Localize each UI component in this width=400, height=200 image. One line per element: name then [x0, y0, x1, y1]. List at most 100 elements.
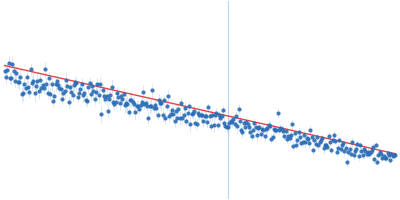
Point — [139, 100, 145, 103]
Point — [173, 109, 179, 113]
Point — [268, 137, 274, 140]
Point — [263, 127, 269, 130]
Point — [32, 91, 38, 94]
Point — [247, 130, 254, 133]
Point — [24, 76, 30, 79]
Point — [8, 77, 14, 80]
Point — [292, 132, 298, 135]
Point — [243, 121, 250, 124]
Point — [201, 115, 208, 118]
Point — [379, 156, 386, 159]
Point — [198, 114, 204, 117]
Point — [382, 156, 388, 159]
Point — [171, 119, 178, 123]
Point — [97, 83, 103, 86]
Point — [238, 128, 244, 132]
Point — [89, 85, 95, 88]
Point — [333, 151, 340, 154]
Point — [300, 140, 306, 143]
Point — [108, 86, 115, 89]
Point — [98, 113, 104, 116]
Point — [71, 84, 77, 87]
Point — [13, 72, 20, 75]
Point — [175, 107, 182, 111]
Point — [67, 85, 73, 88]
Point — [112, 101, 119, 104]
Point — [288, 134, 294, 137]
Point — [190, 112, 196, 115]
Point — [162, 117, 168, 120]
Point — [272, 128, 278, 131]
Point — [90, 90, 97, 93]
Point — [196, 113, 202, 116]
Point — [152, 103, 158, 107]
Point — [341, 150, 348, 153]
Point — [214, 124, 221, 127]
Point — [149, 89, 156, 92]
Point — [127, 98, 133, 101]
Point — [307, 128, 314, 131]
Point — [342, 146, 349, 149]
Point — [12, 80, 18, 83]
Point — [349, 140, 356, 143]
Point — [315, 144, 322, 147]
Point — [153, 106, 160, 109]
Point — [310, 149, 316, 152]
Point — [312, 143, 319, 146]
Point — [88, 92, 94, 96]
Point — [212, 113, 218, 117]
Point — [158, 102, 165, 105]
Point — [239, 130, 246, 133]
Point — [33, 85, 39, 88]
Point — [164, 104, 170, 107]
Point — [364, 153, 370, 156]
Point — [294, 138, 300, 141]
Point — [230, 117, 236, 121]
Point — [335, 146, 341, 150]
Point — [124, 102, 131, 105]
Point — [72, 81, 78, 84]
Point — [207, 114, 213, 117]
Point — [106, 97, 112, 100]
Point — [29, 81, 35, 84]
Point — [358, 149, 365, 152]
Point — [167, 112, 174, 116]
Point — [339, 143, 345, 146]
Point — [232, 122, 238, 125]
Point — [297, 136, 303, 139]
Point — [345, 151, 352, 154]
Point — [84, 100, 90, 103]
Point — [200, 120, 206, 123]
Point — [276, 129, 282, 132]
Point — [136, 108, 142, 111]
Point — [271, 128, 277, 131]
Point — [274, 111, 281, 115]
Point — [56, 86, 63, 89]
Point — [360, 154, 366, 157]
Point — [375, 153, 382, 157]
Point — [157, 102, 163, 105]
Point — [3, 75, 9, 78]
Point — [186, 105, 192, 108]
Point — [54, 79, 60, 82]
Point — [285, 135, 292, 138]
Point — [180, 114, 187, 117]
Point — [86, 82, 93, 85]
Point — [184, 111, 191, 114]
Point — [5, 62, 12, 65]
Point — [340, 142, 346, 145]
Point — [144, 104, 150, 107]
Point — [290, 144, 297, 147]
Point — [240, 122, 247, 125]
Point — [354, 142, 361, 145]
Point — [111, 103, 118, 106]
Point — [277, 126, 284, 129]
Point — [311, 138, 318, 141]
Point — [93, 90, 99, 94]
Point — [352, 150, 358, 153]
Point — [353, 147, 359, 151]
Point — [281, 134, 288, 138]
Point — [51, 94, 58, 98]
Point — [367, 151, 374, 154]
Point — [264, 126, 270, 129]
